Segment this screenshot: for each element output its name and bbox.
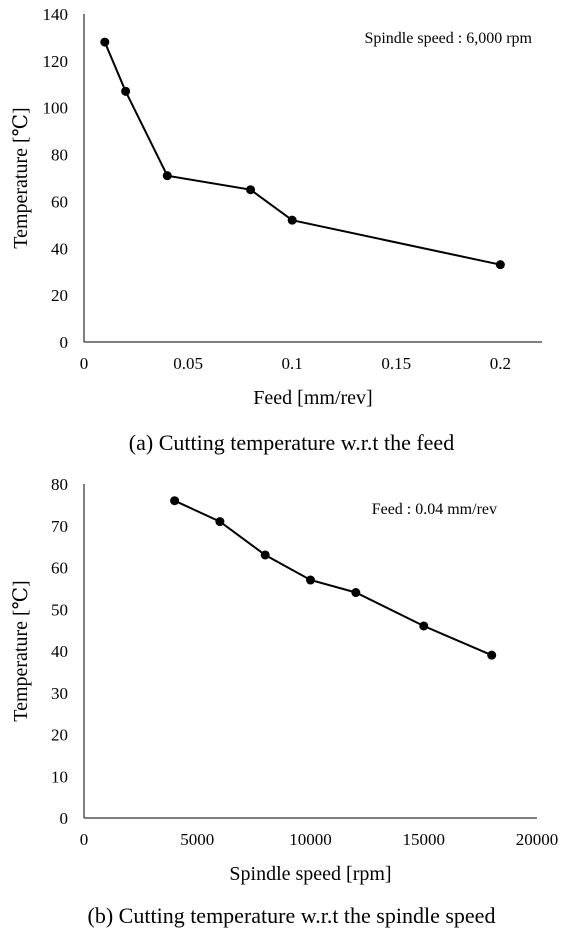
feed-temperature-plot: 0 20 40 60 80 100 120 140 0 0.05 0.1 0.15 0.2 Feed [m… — [10, 5, 542, 409]
x-tick-label: 5000 — [180, 830, 214, 849]
y-tick-label: 120 — [43, 52, 69, 71]
x-tick-label: 0 — [80, 830, 89, 849]
caption-feed-chart: (a) Cutting temperature w.r.t the feed — [128, 430, 455, 455]
data-point — [170, 496, 180, 506]
data-point — [419, 621, 429, 631]
y-tick-label: 70 — [51, 517, 68, 536]
spindle-speed-temperature-chart: 0 10 20 30 40 50 60 70 80 0 5000 10000 15000 20000 Spi… — [0, 470, 583, 900]
y-tick-label: 0 — [60, 809, 69, 828]
y-tick-label: 10 — [51, 767, 68, 786]
y-axis-title: Temperature [℃] — [10, 580, 32, 721]
y-tick-label: 140 — [43, 5, 69, 24]
series-line — [103, 41, 501, 266]
x-tick-label: 0.1 — [282, 354, 303, 373]
y-tick-label: 40 — [51, 642, 68, 661]
y-tick-label: 20 — [51, 286, 68, 305]
data-point — [162, 171, 172, 181]
y-tick-label: 40 — [51, 239, 68, 258]
data-point — [246, 185, 256, 195]
data-point — [306, 575, 315, 585]
y-tick-label: 80 — [51, 146, 68, 165]
x-tick-label: 0.15 — [381, 354, 411, 373]
x-tick-label: 0 — [80, 354, 89, 373]
spindle-speed-temperature-plot: 0 10 20 30 40 50 60 70 80 0 5000 10000 15000 20000 Spi… — [10, 475, 559, 885]
y-tick-label: 50 — [51, 600, 68, 619]
x-tick-label: 15000 — [403, 830, 446, 849]
y-axis-title: Temperature [℃] — [10, 107, 32, 248]
x-tick-label: 10000 — [289, 830, 332, 849]
y-tick-label: 100 — [43, 99, 69, 118]
y-tick-label: 30 — [51, 684, 68, 703]
data-point — [121, 86, 131, 96]
y-tick-label: 80 — [51, 475, 68, 494]
y-tick-label: 60 — [51, 192, 68, 211]
chart-annotation: Feed : 0.04 mm/rev — [372, 501, 497, 518]
x-axis-title: Feed [mm/rev] — [253, 387, 372, 409]
y-tick-label: 0 — [60, 333, 69, 352]
data-point — [215, 517, 225, 527]
x-axis-title: Spindle speed [rpm] — [229, 863, 391, 885]
data-point — [100, 37, 110, 47]
feed-temperature-chart: 0 20 40 60 80 100 120 140 0 0.05 0.1 0.15 0.2 Feed [m… — [0, 0, 583, 412]
chart-annotation: Spindle speed : 6,000 rpm — [364, 30, 532, 47]
x-tick-label: 0.05 — [173, 354, 203, 373]
data-point — [287, 215, 297, 225]
x-tick-label: 20000 — [516, 830, 559, 849]
data-point — [351, 588, 361, 598]
x-tick-label: 0.2 — [490, 354, 511, 373]
caption-spindle-speed-chart: (b) Cutting temperature w.r.t the spindl… — [87, 903, 496, 928]
data-point — [260, 550, 270, 560]
y-tick-label: 20 — [51, 726, 68, 745]
y-tick-label: 60 — [51, 559, 68, 578]
data-point — [495, 260, 505, 270]
data-point — [487, 650, 497, 660]
